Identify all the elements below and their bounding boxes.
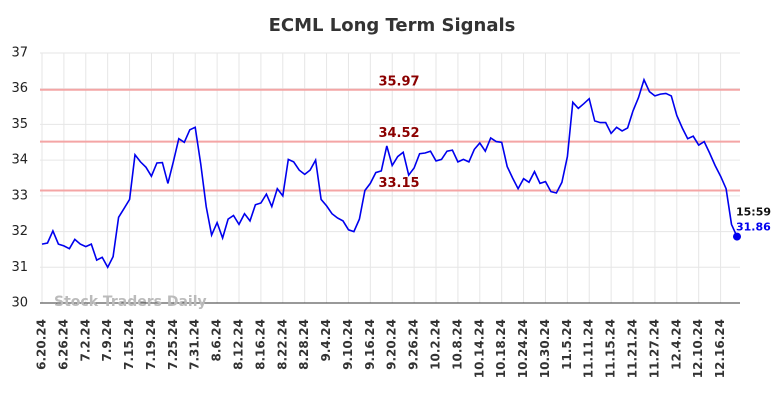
y-tick-label: 32 <box>11 224 28 239</box>
x-tick-label: 10.30.24 <box>538 319 552 378</box>
y-tick-label: 37 <box>11 46 28 61</box>
x-tick-label: 11.21.24 <box>626 319 640 378</box>
x-tick-label: 8.16.24 <box>253 319 267 370</box>
x-tick-label: 7.25.24 <box>166 319 180 370</box>
signal-label: 34.52 <box>378 126 419 141</box>
last-value: 31.86 <box>736 221 771 234</box>
x-tick-label: 10.2.24 <box>429 319 443 370</box>
x-tick-label: 6.26.24 <box>56 319 70 370</box>
price-line <box>41 77 738 270</box>
watermark: Stock Traders Daily <box>54 294 207 310</box>
x-tick-label: 9.4.24 <box>319 319 333 362</box>
y-tick-label: 33 <box>11 188 28 203</box>
x-tick-label: 11.27.24 <box>647 319 661 378</box>
x-tick-label: 11.5.24 <box>560 319 574 370</box>
x-tick-label: 12.16.24 <box>713 319 727 378</box>
signal-label: 33.15 <box>378 176 419 191</box>
x-tick-label: 7.9.24 <box>100 319 114 362</box>
x-tick-label: 11.15.24 <box>604 319 618 378</box>
x-tick-label: 9.10.24 <box>341 319 355 370</box>
chart-title: ECML Long Term Signals <box>269 15 516 36</box>
x-tick-label: 8.22.24 <box>275 319 289 370</box>
x-tick-label: 8.6.24 <box>210 319 224 362</box>
x-tick-label: 12.10.24 <box>691 319 705 378</box>
x-tick-label: 8.28.24 <box>297 319 311 370</box>
y-tick-label: 31 <box>11 260 28 275</box>
x-tick-label: 9.26.24 <box>407 319 421 370</box>
x-tick-label: 7.2.24 <box>78 319 92 362</box>
x-tick-label: 9.20.24 <box>385 319 399 370</box>
x-tick-label: 10.24.24 <box>516 319 530 378</box>
y-tick-label: 35 <box>11 117 28 132</box>
x-tick-label: 9.16.24 <box>363 319 377 370</box>
y-tick-label: 36 <box>11 81 28 96</box>
x-tick-label: 10.14.24 <box>472 319 486 378</box>
x-tick-label: 10.18.24 <box>494 319 508 378</box>
end-time: 15:59 <box>736 206 771 219</box>
y-tick-label: 34 <box>11 153 28 168</box>
x-tick-label: 10.8.24 <box>450 319 464 370</box>
x-tick-label: 6.20.24 <box>35 319 49 370</box>
signal-label: 35.97 <box>378 74 419 89</box>
y-tick-label: 30 <box>11 296 28 311</box>
x-tick-label: 8.12.24 <box>232 319 246 370</box>
x-tick-label: 7.15.24 <box>122 319 136 370</box>
x-tick-label: 12.4.24 <box>669 319 683 370</box>
x-tick-label: 11.11.24 <box>582 319 596 378</box>
x-tick-label: 7.31.24 <box>188 319 202 370</box>
x-tick-label: 7.19.24 <box>144 319 158 370</box>
last-point <box>733 232 741 241</box>
